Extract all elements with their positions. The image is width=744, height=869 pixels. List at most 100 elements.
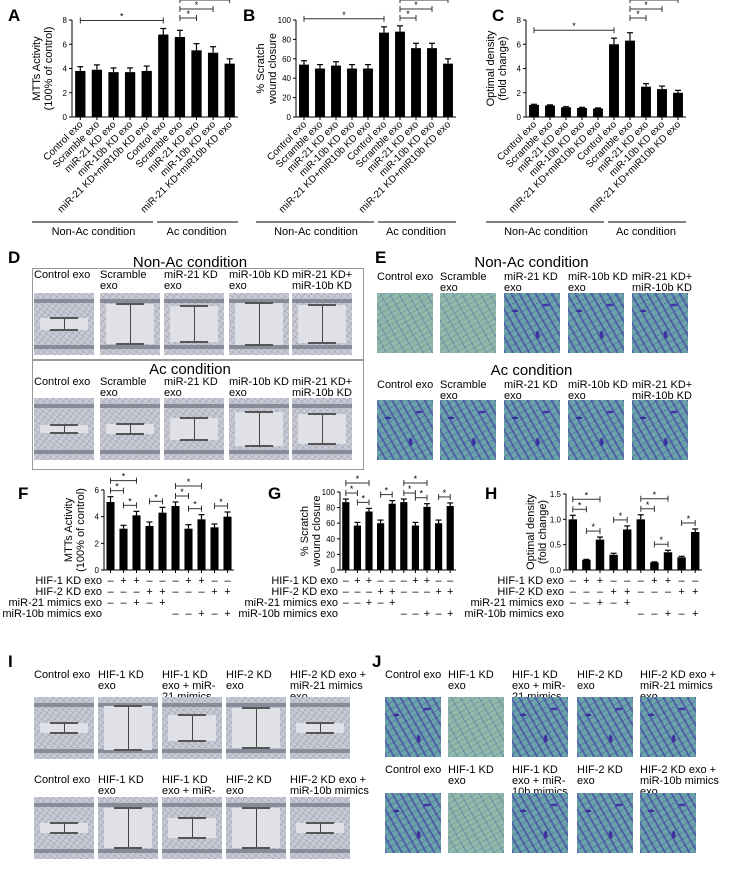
transwell-invasion-image	[504, 293, 560, 353]
significance-star: *	[186, 9, 190, 19]
significance-star: *	[122, 472, 126, 482]
wound-edge	[100, 404, 160, 408]
y-axis-label: % Scratchwound closure	[299, 496, 323, 568]
bar	[435, 523, 443, 570]
bar	[315, 68, 325, 117]
bar	[158, 512, 167, 570]
gap-measure-cap	[180, 439, 208, 441]
significance-star: *	[419, 489, 423, 499]
bar	[545, 105, 555, 117]
transwell-invasion-image	[577, 793, 633, 853]
gap-measure-cap	[242, 707, 270, 709]
y-tick-label: 0	[287, 113, 292, 122]
condition-sign: –	[343, 575, 350, 587]
condition-sign: +	[424, 608, 430, 620]
condition-row-label: HIF-1 KD exo	[271, 575, 338, 587]
condition-sign: +	[447, 608, 453, 620]
gap-measure-cap	[245, 445, 273, 447]
gap-measure-cap	[178, 714, 206, 716]
gap-measure-cap	[50, 329, 78, 331]
bar	[609, 44, 619, 117]
bar	[119, 528, 128, 570]
significance-star: *	[342, 10, 346, 20]
gap-measure-cap	[180, 305, 208, 307]
wound-edge	[100, 299, 160, 303]
condition-sign: –	[159, 575, 166, 587]
wound-edge	[98, 849, 158, 853]
y-axis-label: Optimal density(fold change)	[525, 494, 549, 570]
wound-edge	[290, 803, 350, 807]
significance-star: *	[659, 535, 663, 545]
condition-sign: –	[412, 586, 419, 598]
bar	[582, 559, 591, 570]
condition-sign: +	[583, 575, 589, 587]
image-label: miR-10b KD exo	[229, 376, 289, 399]
wound-edge	[34, 703, 94, 707]
wound-edge	[290, 703, 350, 707]
y-tick-label: 1.0	[550, 515, 562, 524]
transwell-invasion-image	[448, 697, 504, 757]
wound-edge	[164, 450, 224, 454]
wound-edge	[98, 749, 158, 753]
condition-sign: –	[120, 597, 127, 609]
condition-sign: –	[401, 586, 408, 598]
condition-sign: –	[412, 608, 419, 620]
image-label: miR-10b KD exo	[568, 271, 628, 294]
image-label: miR-21 KD exo	[504, 271, 558, 294]
significance-star: *	[154, 492, 158, 502]
transwell-invasion-image	[577, 697, 633, 757]
significance-star: *	[591, 522, 595, 532]
condition-sign: –	[389, 575, 396, 587]
significance-star: *	[361, 493, 365, 503]
gap-measure-cap	[308, 443, 336, 445]
scratch-assay-image	[98, 797, 158, 859]
y-axis-label: % Scratchwound closure	[255, 33, 279, 105]
gap-measure-cap	[50, 424, 78, 426]
wound-edge	[164, 345, 224, 349]
condition-sign: +	[211, 586, 217, 598]
image-label: Control exo	[34, 376, 91, 388]
condition-sign: –	[583, 597, 590, 609]
condition-sign: –	[185, 608, 192, 620]
y-tick-label: 0	[63, 113, 68, 122]
gap-measure-cap	[114, 749, 142, 751]
image-label: Control exo	[34, 774, 91, 786]
scratch-assay-image	[34, 293, 94, 355]
panel-d-title-top: Non-Ac condition	[132, 254, 248, 271]
condition-sign: +	[651, 575, 657, 587]
gap-measure	[194, 306, 195, 342]
condition-row-label: HIF-2 KD exo	[35, 586, 102, 598]
y-tick-label: 2	[95, 539, 100, 548]
condition-sign: –	[146, 575, 153, 587]
bar	[342, 502, 350, 570]
condition-sign: –	[611, 597, 618, 609]
bar	[174, 36, 186, 117]
wound-edge	[100, 345, 160, 349]
condition-row-label: miR-21 mimics exo	[470, 597, 564, 609]
condition-sign: +	[624, 586, 630, 598]
scratch-assay-image	[292, 398, 352, 460]
condition-sign: +	[354, 575, 360, 587]
gap-measure	[128, 808, 129, 848]
panel-d-frame	[32, 268, 364, 470]
transwell-invasion-image	[377, 400, 433, 460]
image-label: HIF-1 KD exo	[448, 764, 494, 787]
condition-sign: –	[133, 586, 140, 598]
y-tick-label: 8	[63, 16, 68, 25]
image-label: Scramble exo	[100, 376, 147, 399]
significance-star: *	[385, 486, 389, 496]
bar	[210, 527, 219, 570]
condition-sign: –	[107, 597, 114, 609]
bar	[529, 104, 539, 117]
bar	[132, 515, 141, 570]
group-label-non-ac: Non-Ac condition	[52, 226, 136, 238]
wound-edge	[34, 299, 94, 303]
condition-sign: +	[366, 597, 372, 609]
bar	[224, 63, 235, 117]
condition-sign: –	[651, 608, 658, 620]
wound-edge	[162, 849, 222, 853]
gap-measure-cap	[306, 832, 334, 834]
gap-measure-cap	[308, 413, 336, 415]
condition-sign: –	[436, 575, 443, 587]
